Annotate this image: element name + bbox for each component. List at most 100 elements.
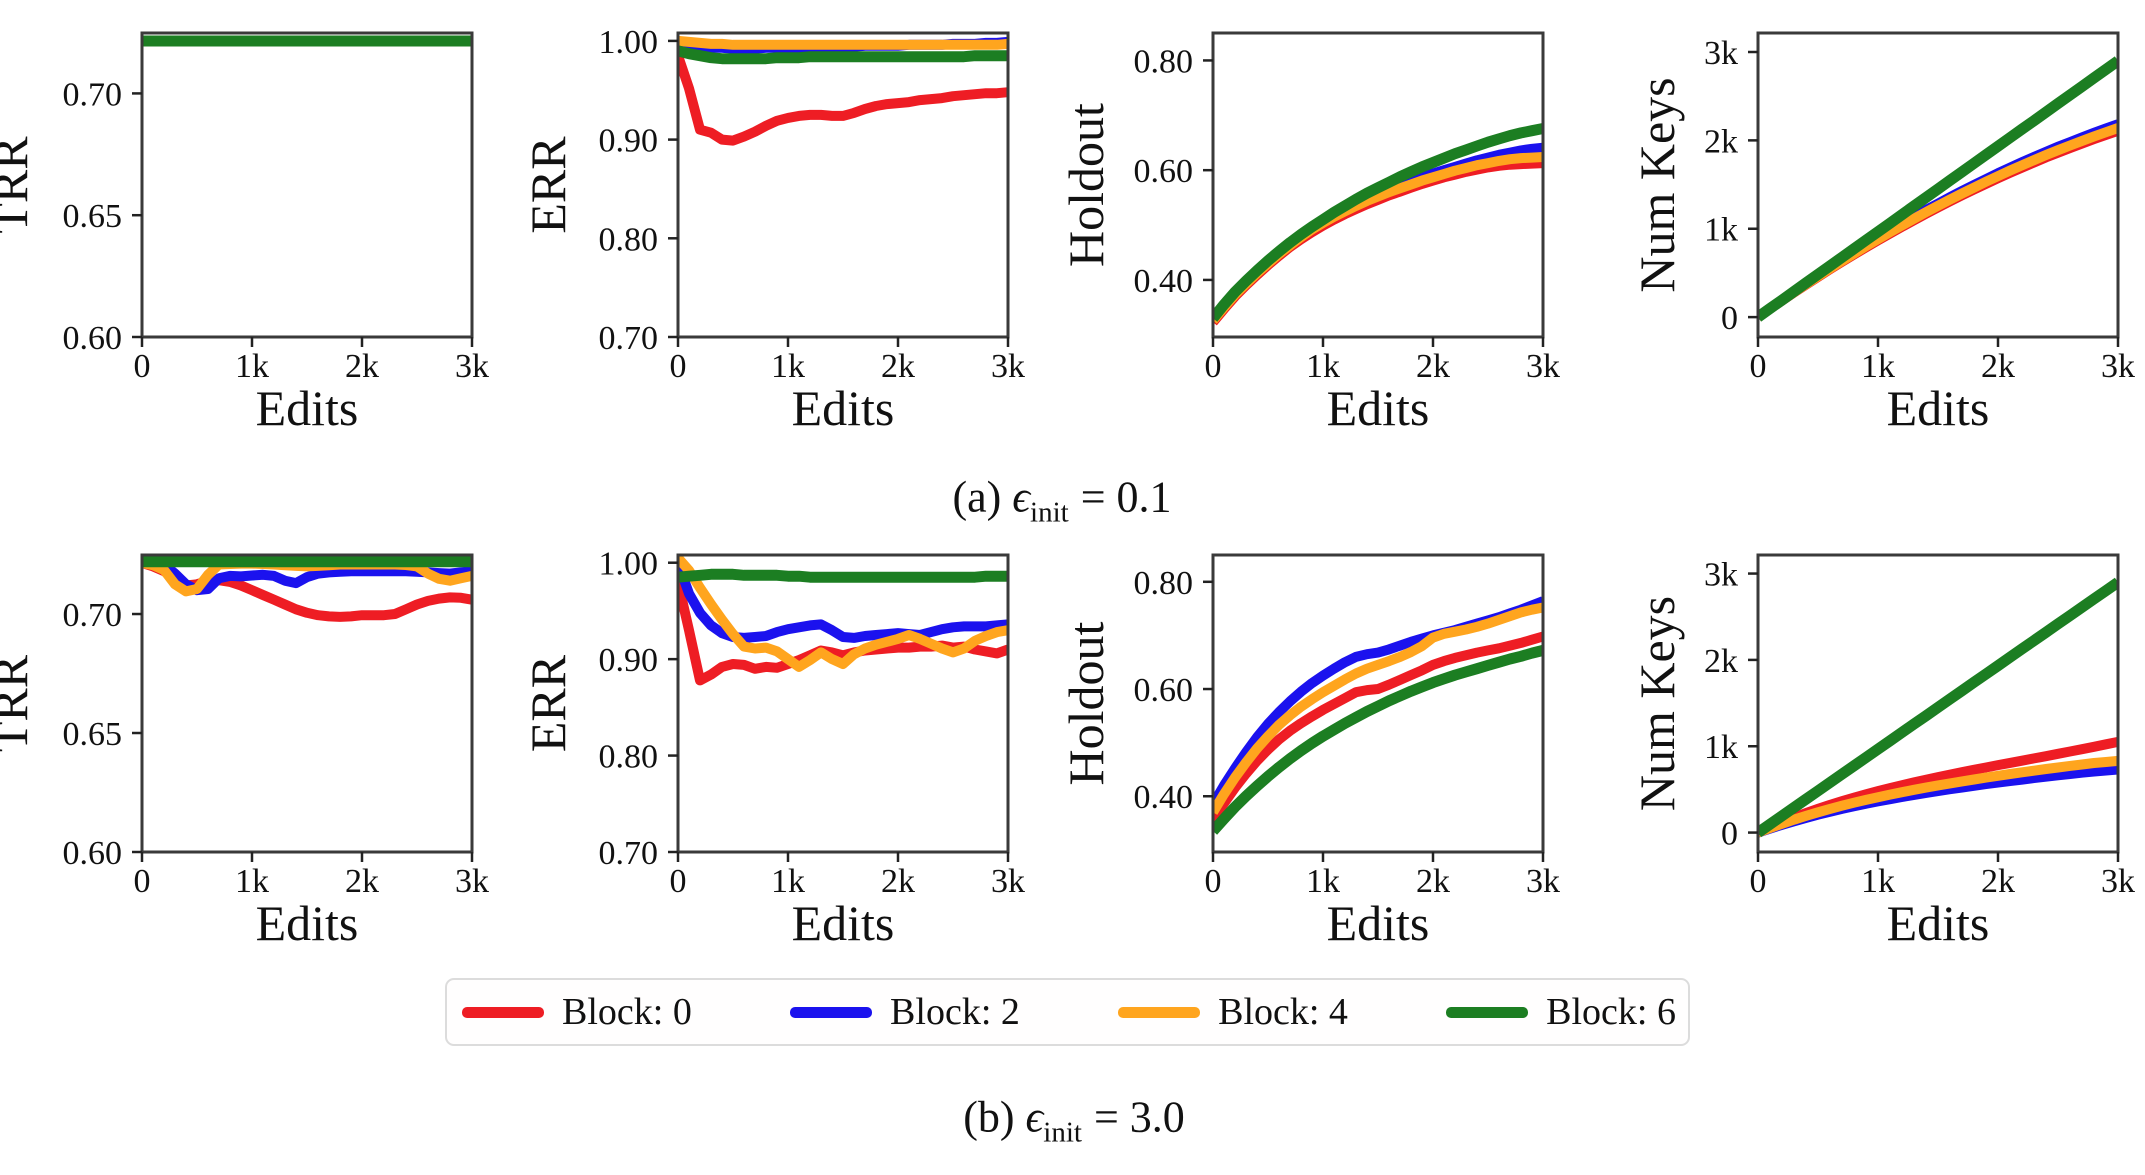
svg-text:1k: 1k [771,348,805,385]
svg-text:2k: 2k [1704,643,1738,680]
legend-label: Block: 4 [1218,991,1348,1033]
svg-text:1.00: 1.00 [599,24,659,61]
svg-text:0: 0 [1205,863,1222,900]
svg-text:Holdout: Holdout [1058,103,1114,267]
svg-text:0: 0 [1205,348,1222,385]
svg-text:3k: 3k [455,863,489,900]
svg-text:1k: 1k [235,863,269,900]
legend-label: Block: 0 [562,991,692,1033]
svg-text:TRR: TRR [0,136,38,234]
chart-b-numkeys: 0 1k 2k 3k 0 1k 2k 3k Edits Num Keys [1629,553,2135,951]
svg-text:Edits: Edits [1327,895,1430,951]
svg-text:0.80: 0.80 [599,739,659,776]
svg-text:3k: 3k [1704,557,1738,594]
chart-a-numkeys: 0 1k 2k 3k 0 1k 2k 3k Edits Num Keys [1629,31,2135,436]
svg-text:2k: 2k [1416,348,1450,385]
svg-text:0.80: 0.80 [1134,565,1194,602]
svg-text:0: 0 [670,863,687,900]
svg-text:2k: 2k [345,348,379,385]
svg-text:3k: 3k [455,348,489,385]
svg-text:0.40: 0.40 [1134,779,1194,816]
svg-text:Holdout: Holdout [1058,621,1114,785]
svg-text:2k: 2k [345,863,379,900]
svg-text:2k: 2k [881,348,915,385]
svg-text:Edits: Edits [256,380,359,436]
svg-text:0: 0 [134,348,151,385]
svg-text:ERR: ERR [520,136,576,234]
svg-text:0.70: 0.70 [63,76,123,113]
svg-text:Edits: Edits [792,380,895,436]
epsilon-symbol: ϵ [1025,1092,1044,1142]
svg-text:1k: 1k [1704,729,1738,766]
svg-text:3k: 3k [2101,348,2135,385]
chart-b-trr: 0 1k 2k 3k 0.60 0.65 0.70 Edits TRR [0,553,489,951]
svg-text:3k: 3k [2101,863,2135,900]
caption-a-subscript: init [1030,496,1069,529]
legend-label: Block: 6 [1546,991,1676,1033]
chart-b-err: 0 1k 2k 3k 0.70 0.80 0.90 1.00 Edits ERR [520,546,1025,951]
caption-b-value: = 3.0 [1093,1092,1185,1142]
svg-text:0: 0 [1721,816,1738,853]
svg-text:0.90: 0.90 [599,123,659,160]
chart-a-err: 0 1k 2k 3k 0.70 0.80 0.90 1.00 Edits ERR [520,24,1025,436]
svg-text:2k: 2k [1981,348,2015,385]
chart-a-trr: 0 1k 2k 3k 0.60 0.65 0.70 Edits TRR [0,31,489,436]
svg-text:1k: 1k [1306,348,1340,385]
svg-text:Num Keys: Num Keys [1629,77,1685,292]
epsilon-symbol: ϵ [1012,472,1031,522]
svg-text:0.65: 0.65 [63,716,123,753]
svg-text:0.60: 0.60 [63,320,123,357]
legend-item-block-6: Block: 6 [1446,990,1676,1034]
caption-a: (a) ϵinit = 0.1 [952,472,1172,527]
caption-a-value: = 0.1 [1080,472,1172,522]
svg-text:TRR: TRR [0,654,38,752]
svg-text:0.70: 0.70 [599,835,659,872]
svg-text:2k: 2k [881,863,915,900]
svg-text:ERR: ERR [520,654,576,752]
svg-text:2k: 2k [1416,863,1450,900]
svg-text:0.80: 0.80 [1134,43,1194,80]
legend-label: Block: 2 [890,991,1020,1033]
legend-swatch-orange [1118,1006,1201,1018]
legend-swatch-red [462,1006,544,1018]
caption-b-subscript: init [1043,1116,1082,1149]
svg-text:0.40: 0.40 [1134,263,1194,300]
svg-text:Edits: Edits [1887,895,1990,951]
svg-text:Edits: Edits [256,895,359,951]
legend-swatch-blue [790,1006,873,1018]
svg-text:0.60: 0.60 [1134,672,1194,709]
legend-box: Block: 0 Block: 2 Block: 4 Block: 6 [445,978,1690,1046]
svg-text:0.60: 0.60 [1134,153,1194,190]
svg-text:1k: 1k [1306,863,1340,900]
svg-text:0.80: 0.80 [599,221,659,258]
svg-text:3k: 3k [991,863,1025,900]
svg-text:Edits: Edits [1887,380,1990,436]
svg-text:0: 0 [1750,348,1767,385]
svg-text:0: 0 [1750,863,1767,900]
svg-text:0: 0 [134,863,151,900]
svg-text:1k: 1k [771,863,805,900]
svg-text:0.60: 0.60 [63,835,123,872]
svg-text:2k: 2k [1981,863,2015,900]
svg-text:0.70: 0.70 [599,320,659,357]
svg-text:1k: 1k [1861,348,1895,385]
chart-b-holdout: 0 1k 2k 3k 0.40 0.60 0.80 Edits Holdout [1058,553,1560,951]
svg-text:3k: 3k [991,348,1025,385]
svg-text:1.00: 1.00 [599,546,659,583]
svg-text:0: 0 [670,348,687,385]
svg-text:0.65: 0.65 [63,198,123,235]
chart-a-holdout: 0 1k 2k 3k 0.40 0.60 0.80 Edits Holdout [1058,31,1560,436]
svg-text:1k: 1k [1861,863,1895,900]
legend-swatch-green [1446,1006,1529,1018]
svg-text:1k: 1k [1704,212,1738,249]
svg-text:Edits: Edits [1327,380,1430,436]
caption-b: (b) ϵinit = 3.0 [963,1092,1185,1147]
svg-text:3k: 3k [1526,348,1560,385]
svg-text:3k: 3k [1704,35,1738,72]
svg-text:1k: 1k [235,348,269,385]
svg-text:0.70: 0.70 [63,597,123,634]
caption-a-prefix: (a) [952,472,1002,522]
svg-text:Num Keys: Num Keys [1629,596,1685,811]
legend-item-block-4: Block: 4 [1118,990,1348,1034]
